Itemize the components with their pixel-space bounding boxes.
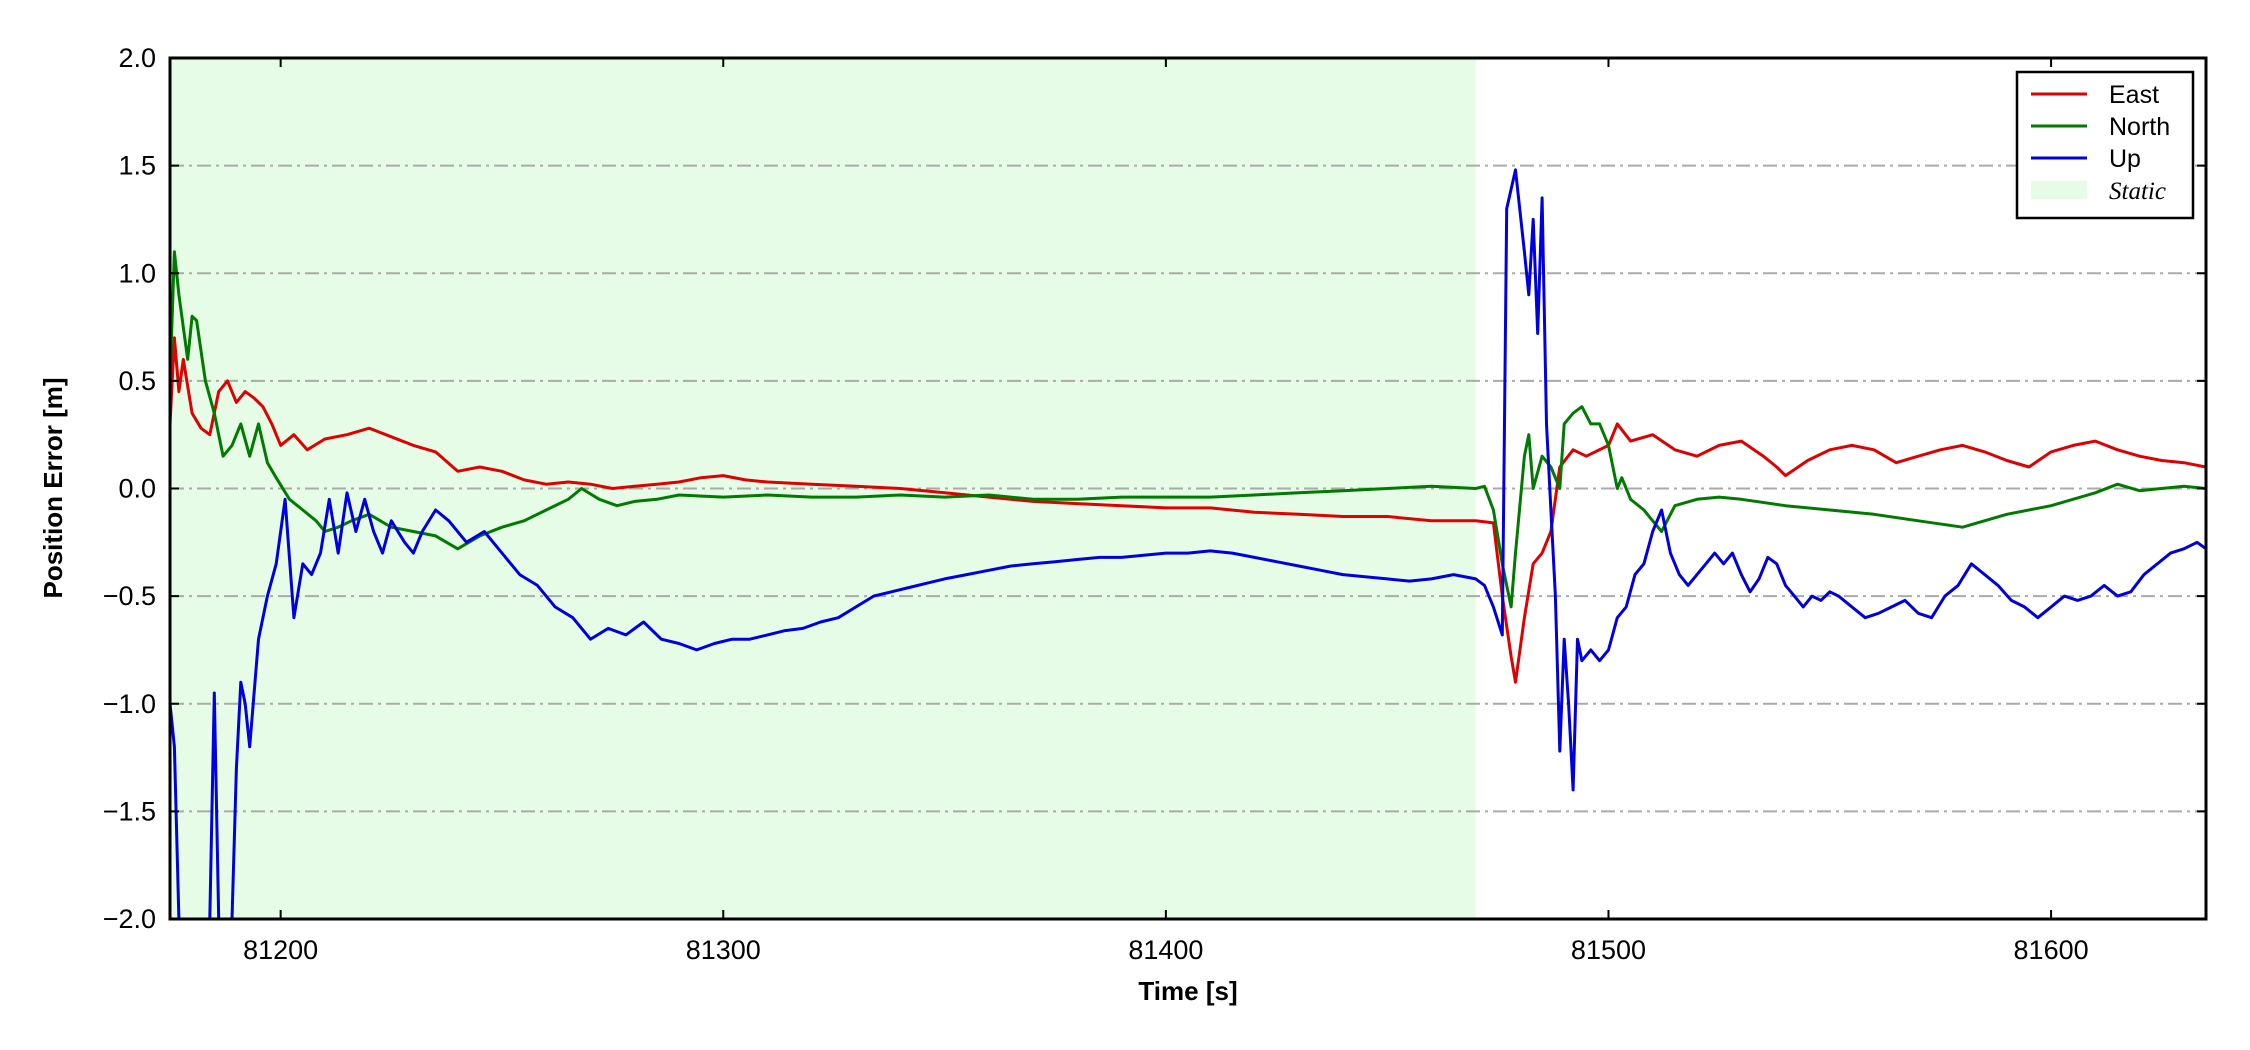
y-tick-label: −1.0 [103, 689, 156, 719]
y-tick-label: −1.5 [103, 796, 156, 826]
legend: East North Up Static [2015, 70, 2195, 220]
legend-swatch-static [2031, 181, 2087, 199]
x-tick-label: 81400 [1128, 935, 1203, 965]
y-tick-label: −0.5 [103, 581, 156, 611]
x-tick-label: 81500 [1571, 935, 1646, 965]
series-line-up [170, 168, 2206, 919]
x-tick-label: 81300 [686, 935, 761, 965]
x-tick-label: 81200 [243, 935, 318, 965]
y-axis-title: Position Error [m] [38, 377, 68, 598]
y-tick-label: −2.0 [103, 904, 156, 934]
y-tick-label: 1.0 [118, 258, 156, 288]
legend-label-east: East [2109, 81, 2159, 109]
legend-label-up: Up [2109, 145, 2141, 173]
x-axis-title: Time [s] [1138, 976, 1237, 1006]
y-tick-label: 0.0 [118, 474, 156, 504]
series-line-east [170, 336, 2206, 684]
grid-layer [170, 164, 2206, 813]
series-layer [170, 168, 2206, 919]
y-tick-label: 0.5 [118, 366, 156, 396]
series-line-north [170, 250, 2206, 609]
x-tick-label: 81600 [2014, 935, 2089, 965]
legend-label-static: Static [2109, 178, 2166, 205]
tick-layer: 81200 81300 81400 81500 81600 −2.0 −1.5 −1.0 −0.… [103, 43, 2206, 965]
y-tick-label: 2.0 [118, 43, 156, 73]
legend-label-north: North [2109, 113, 2170, 141]
y-tick-label: 1.5 [118, 151, 156, 181]
